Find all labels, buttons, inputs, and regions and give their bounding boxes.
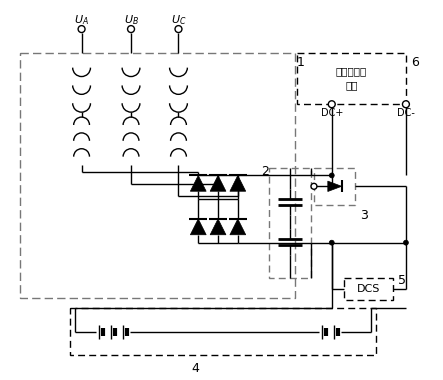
Text: 1: 1	[297, 56, 305, 69]
Polygon shape	[230, 176, 246, 191]
Circle shape	[329, 240, 334, 245]
Polygon shape	[190, 219, 206, 235]
Text: DCS: DCS	[357, 284, 380, 294]
Text: 母线: 母线	[345, 81, 358, 90]
Text: DC-: DC-	[397, 108, 415, 118]
Text: $U_A$: $U_A$	[74, 13, 89, 27]
Text: $U_B$: $U_B$	[124, 13, 139, 27]
Polygon shape	[210, 176, 226, 191]
Circle shape	[328, 101, 335, 108]
Polygon shape	[328, 181, 342, 192]
Bar	[269, 168, 311, 278]
Text: 5: 5	[398, 274, 406, 287]
Bar	[314, 168, 355, 205]
Polygon shape	[190, 176, 206, 191]
Polygon shape	[210, 219, 226, 235]
Polygon shape	[230, 219, 246, 235]
Text: 4: 4	[191, 362, 199, 375]
Text: 变频器直流: 变频器直流	[336, 66, 367, 77]
Circle shape	[78, 25, 85, 33]
Text: 3: 3	[361, 209, 368, 222]
Circle shape	[329, 173, 334, 178]
Circle shape	[175, 25, 182, 33]
Circle shape	[402, 101, 409, 108]
Bar	[344, 278, 393, 300]
Text: 6: 6	[411, 56, 419, 69]
Text: 2: 2	[261, 165, 269, 177]
Bar	[70, 308, 376, 355]
Text: DC+: DC+	[321, 108, 343, 118]
Bar	[297, 53, 406, 104]
Circle shape	[128, 25, 135, 33]
Circle shape	[311, 183, 317, 189]
Bar	[20, 53, 295, 298]
Text: $U_C$: $U_C$	[171, 13, 186, 27]
Circle shape	[404, 240, 408, 245]
